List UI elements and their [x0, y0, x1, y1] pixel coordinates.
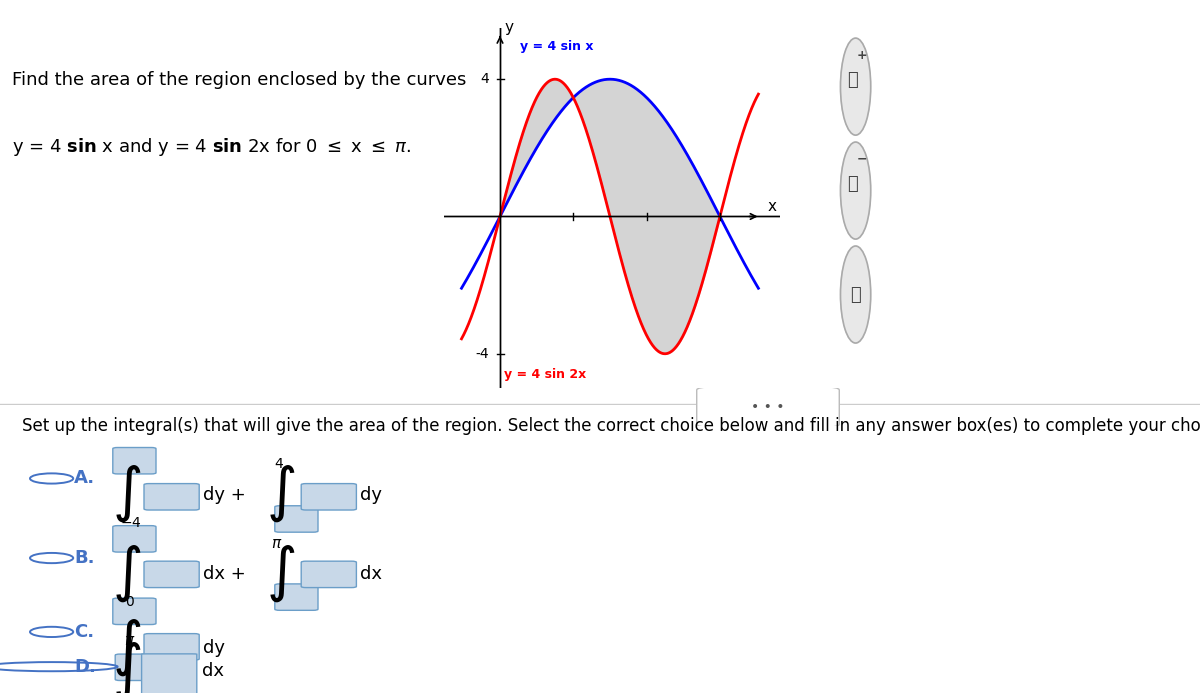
- Text: y = 4 $\mathbf{sin}$ x and y = 4 $\mathbf{sin}$ 2x for 0 $\leq$ x $\leq$ $\pi$.: y = 4 $\mathbf{sin}$ x and y = 4 $\mathb…: [12, 136, 412, 158]
- FancyBboxPatch shape: [113, 598, 156, 624]
- FancyBboxPatch shape: [142, 654, 197, 693]
- FancyBboxPatch shape: [275, 506, 318, 532]
- Text: x: x: [768, 199, 776, 213]
- FancyBboxPatch shape: [697, 387, 839, 428]
- Text: −: −: [857, 153, 868, 166]
- FancyBboxPatch shape: [113, 526, 156, 552]
- Text: dx: dx: [202, 662, 223, 680]
- Circle shape: [840, 246, 871, 343]
- FancyBboxPatch shape: [144, 633, 199, 660]
- FancyBboxPatch shape: [275, 584, 318, 611]
- Text: ⌕: ⌕: [847, 71, 858, 89]
- Text: y: y: [504, 19, 514, 35]
- Text: dy: dy: [360, 486, 382, 504]
- FancyBboxPatch shape: [115, 654, 158, 681]
- Text: $-4$: $-4$: [120, 516, 142, 529]
- Text: dy: dy: [203, 638, 224, 656]
- Text: $\int$: $\int$: [266, 543, 295, 604]
- Text: $\pi$: $\pi$: [271, 536, 282, 552]
- Text: ⌕: ⌕: [847, 175, 858, 193]
- Text: $\int$: $\int$: [266, 464, 295, 525]
- Text: D.: D.: [74, 658, 96, 676]
- Text: $\int$: $\int$: [112, 464, 140, 525]
- FancyBboxPatch shape: [301, 484, 356, 510]
- Circle shape: [840, 142, 871, 239]
- Circle shape: [840, 38, 871, 135]
- Text: +: +: [857, 49, 868, 62]
- Text: -4: -4: [475, 346, 488, 361]
- Text: $\int$: $\int$: [112, 543, 140, 604]
- Text: y = 4 sin 2x: y = 4 sin 2x: [504, 369, 586, 381]
- Text: A.: A.: [74, 469, 96, 487]
- Text: 4: 4: [480, 72, 488, 86]
- Text: $0$: $0$: [125, 595, 134, 609]
- Text: B.: B.: [74, 549, 95, 567]
- Text: $\int$: $\int$: [112, 617, 140, 678]
- FancyBboxPatch shape: [144, 561, 199, 588]
- Text: Set up the integral(s) that will give the area of the region. Select the correct: Set up the integral(s) that will give th…: [22, 417, 1200, 435]
- Text: dx: dx: [360, 565, 382, 583]
- FancyBboxPatch shape: [113, 448, 156, 474]
- Text: $\int$: $\int$: [112, 640, 140, 693]
- Text: dx +: dx +: [203, 565, 246, 583]
- Text: Find the area of the region enclosed by the curves: Find the area of the region enclosed by …: [12, 71, 467, 89]
- Text: dy +: dy +: [203, 486, 246, 504]
- Text: $\pi$: $\pi$: [124, 633, 134, 647]
- Text: y = 4 sin x: y = 4 sin x: [520, 40, 593, 53]
- Text: • • •: • • •: [751, 400, 785, 414]
- FancyBboxPatch shape: [144, 484, 199, 510]
- FancyBboxPatch shape: [301, 561, 356, 588]
- Text: C.: C.: [74, 623, 95, 641]
- Text: ⧉: ⧉: [851, 286, 860, 304]
- Text: $4$: $4$: [274, 457, 283, 471]
